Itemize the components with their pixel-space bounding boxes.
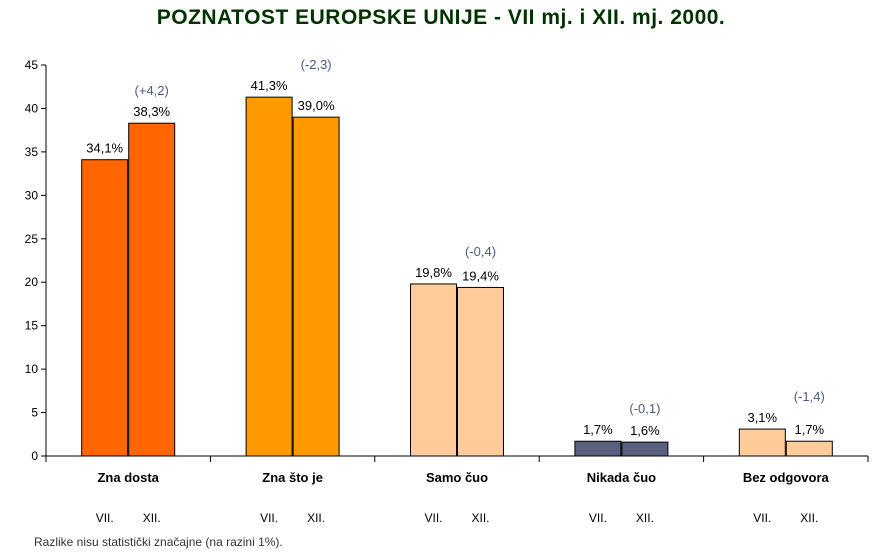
bar xyxy=(128,122,176,457)
y-tick-label: 35 xyxy=(25,145,39,159)
bar xyxy=(81,159,129,457)
category-label: Zna što je xyxy=(262,470,323,485)
y-tick-label: 25 xyxy=(25,232,39,246)
data-label: 38,3% xyxy=(133,104,170,119)
period-label: VII. xyxy=(424,511,442,525)
period-label: VII. xyxy=(753,511,771,525)
data-label: 34,1% xyxy=(86,141,123,156)
bar xyxy=(574,440,622,457)
difference-label: (-0,1) xyxy=(629,401,660,416)
bar xyxy=(621,441,669,457)
bar xyxy=(292,116,340,457)
bar xyxy=(738,428,786,457)
period-label: VII. xyxy=(96,511,114,525)
data-label: 19,4% xyxy=(462,268,499,283)
data-label: 39,0% xyxy=(298,98,335,113)
difference-label: (-0,4) xyxy=(465,244,496,259)
data-label: 1,7% xyxy=(794,422,824,437)
period-label: XII. xyxy=(636,511,654,525)
period-label: VII. xyxy=(589,511,607,525)
y-tick-label: 30 xyxy=(25,188,39,202)
data-label: 3,1% xyxy=(747,410,777,425)
period-label: VII. xyxy=(260,511,278,525)
data-label: 1,6% xyxy=(630,423,660,438)
difference-label: (+4,2) xyxy=(135,83,169,98)
y-tick-label: 40 xyxy=(25,101,39,115)
data-label: 1,7% xyxy=(583,422,613,437)
category-label: Nikada čuo xyxy=(587,470,656,485)
bar xyxy=(245,96,293,457)
y-tick-label: 20 xyxy=(25,275,39,289)
category-label: Zna dosta xyxy=(97,470,159,485)
bar xyxy=(410,283,457,457)
y-tick-label: 0 xyxy=(31,449,38,463)
period-label: XII. xyxy=(143,511,161,525)
y-tick-label: 45 xyxy=(25,58,39,72)
y-tick-label: 10 xyxy=(25,362,39,376)
difference-label: (-1,4) xyxy=(794,389,825,404)
difference-label: (-2,3) xyxy=(301,57,332,72)
chart-title: POZNATOST EUROPSKE UNIJE - VII mj. i XII… xyxy=(156,6,726,29)
y-tick-label: 15 xyxy=(25,319,39,333)
category-label: Samo čuo xyxy=(426,470,488,485)
period-label: XII. xyxy=(800,511,818,525)
category-label: Bez odgovora xyxy=(743,470,830,485)
period-label: XII. xyxy=(471,511,489,525)
footnote: Razlike nisu statistički značajne (na ra… xyxy=(34,535,283,549)
y-tick-label: 5 xyxy=(31,406,38,420)
bar xyxy=(785,440,833,457)
bar xyxy=(457,286,504,457)
data-label: 19,8% xyxy=(415,265,452,280)
period-label: XII. xyxy=(307,511,325,525)
data-label: 41,3% xyxy=(251,78,288,93)
